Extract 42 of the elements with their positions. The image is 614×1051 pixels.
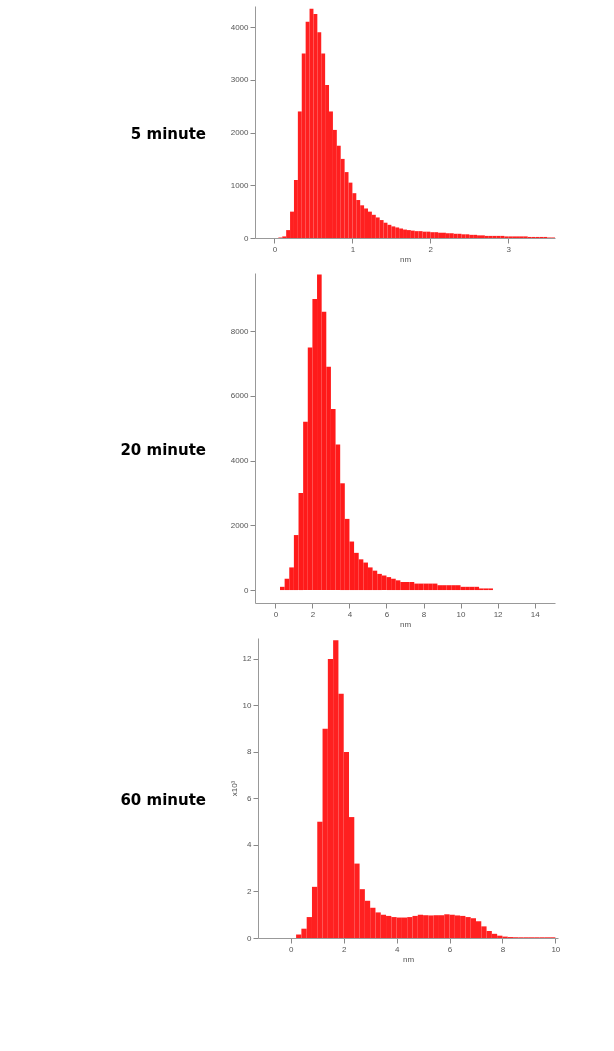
x-tick-label: 0: [272, 244, 278, 254]
x-tick-label: 12: [493, 609, 504, 619]
x-axis-title: nm: [399, 254, 412, 264]
x-tick-label: 10: [456, 609, 467, 619]
y-tick-label: 4000: [230, 456, 250, 466]
y-tick-label: 0: [244, 585, 250, 595]
text: 60 minute: [119, 790, 207, 809]
x-tick-label: 6: [447, 944, 453, 954]
y-tick-label: 8: [247, 747, 253, 757]
y-tick-label: 0: [244, 233, 250, 243]
text: 5 minute: [129, 124, 207, 143]
x-tick-label: 4: [347, 609, 353, 619]
y-tick-label: 0: [247, 933, 253, 943]
y-tick-label: 2000: [230, 128, 250, 138]
text: 20 minute: [119, 440, 207, 459]
x-tick-label: 1: [350, 244, 356, 254]
y-tick-label: 2000: [230, 520, 250, 530]
y-tick-label: 3000: [230, 75, 250, 85]
x-tick-label: 0: [289, 944, 295, 954]
y-tick-label: 6: [247, 793, 253, 803]
x-tick-label: 14: [530, 609, 541, 619]
x-tick-label: 8: [421, 609, 427, 619]
x-tick-label: 10: [551, 944, 561, 954]
y-tick-label: 10: [242, 700, 253, 710]
x-tick-label: 2: [310, 609, 316, 619]
x-tick-label: 8: [500, 944, 506, 954]
x-tick-label: 2: [428, 244, 434, 254]
x-axis-title: nm: [402, 954, 415, 964]
y-tick-label: 4: [247, 840, 253, 850]
y-tick-label: 2: [247, 886, 253, 896]
y-tick-label: 8000: [230, 326, 250, 336]
y-tick-label: 12: [242, 654, 253, 664]
y-tick-label: 1000: [230, 180, 250, 190]
y-tick-label: 6000: [230, 391, 250, 401]
y-axis-title: x10³: [229, 780, 239, 797]
x-tick-label: 4: [394, 944, 400, 954]
x-axis-title: nm: [399, 619, 412, 629]
x-tick-label: 2: [341, 944, 347, 954]
x-tick-label: 0: [273, 609, 279, 619]
x-tick-label: 3: [506, 244, 512, 254]
x-tick-label: 6: [384, 609, 390, 619]
y-tick-label: 4000: [230, 22, 250, 32]
